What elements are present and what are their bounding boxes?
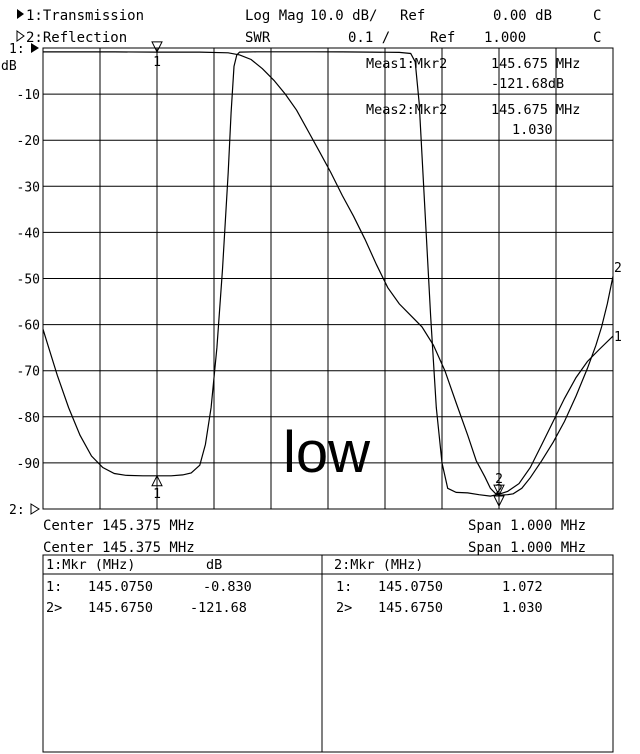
table-row: 1: 145.0750 1.072 <box>336 579 543 595</box>
meas2-value: 1.030 <box>512 122 553 138</box>
marker-2-id: 2> <box>46 600 62 616</box>
center-frequency-1: Center 145.375 MHz <box>43 518 195 534</box>
trace2-marker-1-id: 1: <box>336 579 352 595</box>
y-tick-label: -50 <box>17 273 40 288</box>
marker-table-frame <box>42 554 614 753</box>
trace2-header: 2:Reflection SWR 0.1 / Ref 1.000 C <box>16 30 601 46</box>
marker-1-value: -0.830 <box>203 579 252 595</box>
trace2-label: 2:Reflection <box>26 30 127 46</box>
reference-2-label: 2: <box>9 503 25 518</box>
meas1-label: Meas1:Mkr2 <box>366 56 447 72</box>
marker-label: 2 <box>495 483 503 498</box>
y-axis-ticks: -10 -20 -30 -40 -50 -60 -70 -80 -90 <box>17 88 40 472</box>
marker-triangle-icon <box>151 41 163 53</box>
marker-label: 2 <box>495 472 503 487</box>
trace1-scale: 10.0 dB/ <box>310 8 377 24</box>
trace2-ref-value: 1.000 <box>484 30 526 46</box>
marker-table-2-header: 2:Mkr (MHz) <box>334 557 423 573</box>
center-frequency-2: Center 145.375 MHz <box>43 540 195 556</box>
marker-2-2: 2 <box>493 472 505 497</box>
trace2-end-label: 2 <box>614 261 622 276</box>
table-row: 2> 145.6750 1.030 <box>336 600 543 616</box>
trace2-marker-1-frequency: 145.0750 <box>378 579 443 595</box>
trace2-ref-label: Ref <box>430 30 455 46</box>
series-reflection-line <box>43 51 614 496</box>
y-tick-label: -90 <box>17 457 40 472</box>
trace2-marker-2-id: 2> <box>336 600 352 616</box>
trace1-label: 1:Transmission <box>26 8 144 24</box>
marker-triangle-icon <box>151 474 163 487</box>
marker-label: 1 <box>153 55 161 70</box>
y-tick-label: -40 <box>17 226 40 241</box>
trace2-marker-1-value: 1.072 <box>502 579 543 595</box>
marker-table-panel: 1:Mkr (MHz) dB 1: 145.0750 -0.830 2> 145… <box>42 554 614 753</box>
trace1-ref-value: 0.00 dB <box>493 8 552 24</box>
trace2-marker-2-value: 1.030 <box>502 600 543 616</box>
series-transmission-line <box>42 51 614 497</box>
marker-triangle-icon <box>493 484 505 497</box>
marker-table-1-header: 1:Mkr (MHz) <box>46 557 135 573</box>
trace1-format: Log Mag <box>245 8 304 24</box>
span-1: Span 1.000 MHz <box>468 518 586 534</box>
marker-label: 1 <box>153 487 161 502</box>
meas2-label: Meas2:Mkr2 <box>366 102 447 118</box>
trace2-flag: C <box>593 30 601 46</box>
span-2: Span 1.000 MHz <box>468 540 586 556</box>
trace1-header: 1:Transmission Log Mag 10.0 dB/ Ref 0.00… <box>17 8 601 24</box>
y-tick-label: -80 <box>17 411 40 426</box>
y-tick-label: -30 <box>17 180 40 195</box>
y-tick-label: -20 <box>17 134 40 149</box>
trace1-flag: C <box>593 8 601 24</box>
y-tick-label: -10 <box>17 88 40 103</box>
marker-1-1: 1 <box>151 41 163 70</box>
table-row: 1: 145.0750 -0.830 <box>46 579 252 595</box>
y-tick-label: -70 <box>17 365 40 380</box>
trace2-format: SWR <box>245 30 271 46</box>
trace1-ref-label: Ref <box>400 8 425 24</box>
annotation-text: low <box>283 420 371 485</box>
marker-table-1-unit: dB <box>206 557 222 573</box>
meas2-frequency: 145.675 MHz <box>491 102 580 118</box>
marker-1-frequency: 145.0750 <box>88 579 153 595</box>
marker-2-frequency: 145.6750 <box>88 600 153 616</box>
trace2-marker-2-frequency: 145.6750 <box>378 600 443 616</box>
reference-2-pointer-icon <box>30 503 40 515</box>
y-axis-unit: dB <box>1 59 17 74</box>
reference-1-pointer-icon <box>31 43 39 53</box>
trace1-end-label: 1 <box>614 330 622 345</box>
meas1-value: -121.68dB <box>491 76 564 92</box>
plot-grid <box>43 48 613 509</box>
table-row: 2> 145.6750 -121.68 <box>46 600 247 616</box>
trace1-active-marker-icon <box>17 9 24 19</box>
trace-markers: 1 2 1 2 <box>151 41 505 508</box>
y-tick-label: -60 <box>17 319 40 334</box>
trace2-scale: 0.1 / <box>348 30 390 46</box>
reference-1-label: 1: <box>9 42 25 57</box>
meas1-frequency: 145.675 MHz <box>491 56 580 72</box>
trace2-inactive-marker-icon <box>16 30 25 42</box>
marker-2-value: -121.68 <box>190 600 247 616</box>
marker-1-id: 1: <box>46 579 62 595</box>
measurement-readout: Meas1:Mkr2 145.675 MHz -121.68dB Meas2:M… <box>366 56 580 138</box>
marker-2-1: 1 <box>151 474 163 502</box>
